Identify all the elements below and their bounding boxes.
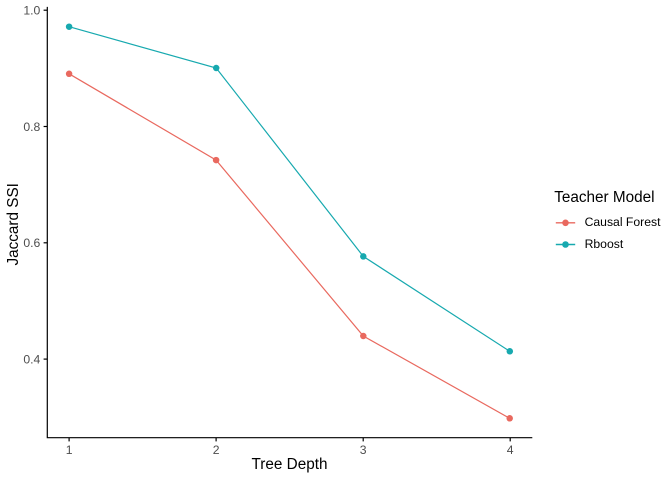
svg-text:0.8: 0.8 [23, 120, 40, 134]
svg-text:2: 2 [213, 443, 220, 457]
svg-text:1.0: 1.0 [23, 4, 40, 18]
svg-text:Jaccard SSI: Jaccard SSI [5, 183, 22, 265]
svg-text:0.4: 0.4 [23, 353, 40, 367]
svg-text:Causal Forest: Causal Forest [585, 215, 661, 229]
svg-text:4: 4 [507, 443, 514, 457]
svg-text:1: 1 [66, 443, 73, 457]
svg-text:Rboost: Rboost [585, 237, 624, 251]
svg-text:Tree Depth: Tree Depth [252, 456, 328, 473]
svg-text:3: 3 [360, 443, 367, 457]
svg-text:Teacher Model: Teacher Model [554, 189, 654, 206]
svg-text:0.6: 0.6 [23, 236, 40, 250]
